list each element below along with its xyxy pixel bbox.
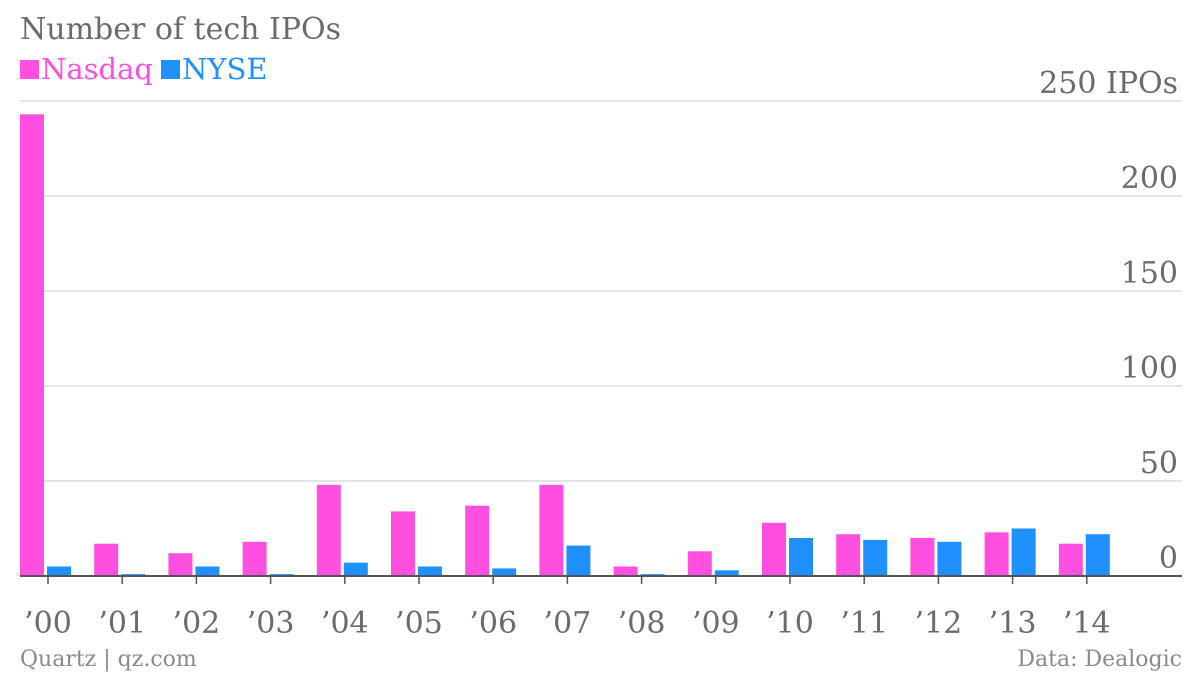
y-tick-label: 150 <box>1121 256 1178 291</box>
bar-nyse-2 <box>195 566 220 576</box>
bar-nasdaq-0 <box>20 114 44 577</box>
bar-nasdaq-12 <box>910 538 935 576</box>
bar-nasdaq-6 <box>465 505 490 576</box>
x-tick-label: ’02 <box>173 606 221 641</box>
bar-nyse-5 <box>418 566 442 576</box>
y-tick-label: 0 <box>1159 541 1178 576</box>
y-tick-label: 50 <box>1140 446 1178 481</box>
bar-nasdaq-8 <box>613 566 638 576</box>
x-tick-label: ’11 <box>840 606 888 641</box>
bar-nyse-9 <box>714 570 739 576</box>
x-tick-label: ’04 <box>321 606 369 641</box>
bar-nasdaq-13 <box>984 532 1009 576</box>
footer-credit: Quartz | qz.com <box>20 647 197 672</box>
bar-nyse-11 <box>863 539 888 576</box>
gridlines <box>20 100 1182 482</box>
bar-nyse-10 <box>789 538 813 576</box>
footer-data-source: Data: Dealogic <box>1017 647 1182 672</box>
x-tick-label: ’05 <box>395 606 443 641</box>
bar-nasdaq-1 <box>94 543 119 576</box>
x-tick-label: ’09 <box>692 606 740 641</box>
legend-label-nyse: NYSE <box>181 52 268 86</box>
bar-nasdaq-7 <box>539 484 564 576</box>
bar-nasdaq-10 <box>762 522 786 576</box>
x-tick-label: ’12 <box>915 606 963 641</box>
x-tick-label: ’00 <box>24 606 72 641</box>
bar-nyse-12 <box>937 541 962 576</box>
x-tick-label: ’06 <box>469 606 517 641</box>
bar-nyse-6 <box>492 568 517 576</box>
bar-nasdaq-3 <box>242 541 267 576</box>
legend-item-nyse: NYSE <box>160 50 268 88</box>
bar-nasdaq-11 <box>836 534 861 576</box>
x-axis-ticks: ’00 ’01 ’02 ’03 ’04 ’05 ’06 ’07 ’08 ’09 ’10 ’11 ’12 ’… <box>24 576 1111 641</box>
legend-swatch-nyse <box>160 59 180 79</box>
x-tick-label: ’10 <box>766 606 814 641</box>
bar-nasdaq-14 <box>1058 543 1083 576</box>
bars <box>20 114 1110 577</box>
bar-nyse-7 <box>566 545 591 576</box>
y-tick-label: 100 <box>1121 351 1178 386</box>
bar-nasdaq-9 <box>687 551 712 576</box>
bar-nasdaq-5 <box>391 511 415 576</box>
y-axis-ticks: 250 IPOs 200 150 100 50 0 <box>1039 66 1178 576</box>
x-tick-label: ’14 <box>1063 606 1111 641</box>
chart-title: Number of tech IPOs <box>20 12 342 47</box>
bar-nyse-14 <box>1085 534 1110 576</box>
bar-nyse-4 <box>343 562 368 576</box>
legend-item-nasdaq: Nasdaq <box>20 50 153 88</box>
legend-swatch-nasdaq <box>20 59 39 79</box>
y-tick-label: 250 IPOs <box>1039 66 1178 101</box>
x-tick-label: ’08 <box>618 606 666 641</box>
chart-legend: Nasdaq NYSE <box>20 50 268 88</box>
y-tick-label: 200 <box>1121 161 1178 196</box>
x-tick-label: ’03 <box>247 606 295 641</box>
bar-nasdaq-2 <box>168 553 193 576</box>
bar-nasdaq-4 <box>316 484 341 576</box>
legend-label-nasdaq: Nasdaq <box>41 52 153 86</box>
bar-nyse-13 <box>1011 528 1036 576</box>
x-tick-label: ’07 <box>544 606 592 641</box>
x-tick-label: ’13 <box>989 606 1037 641</box>
bar-nyse-0 <box>47 566 71 576</box>
x-tick-label: ’01 <box>98 606 146 641</box>
